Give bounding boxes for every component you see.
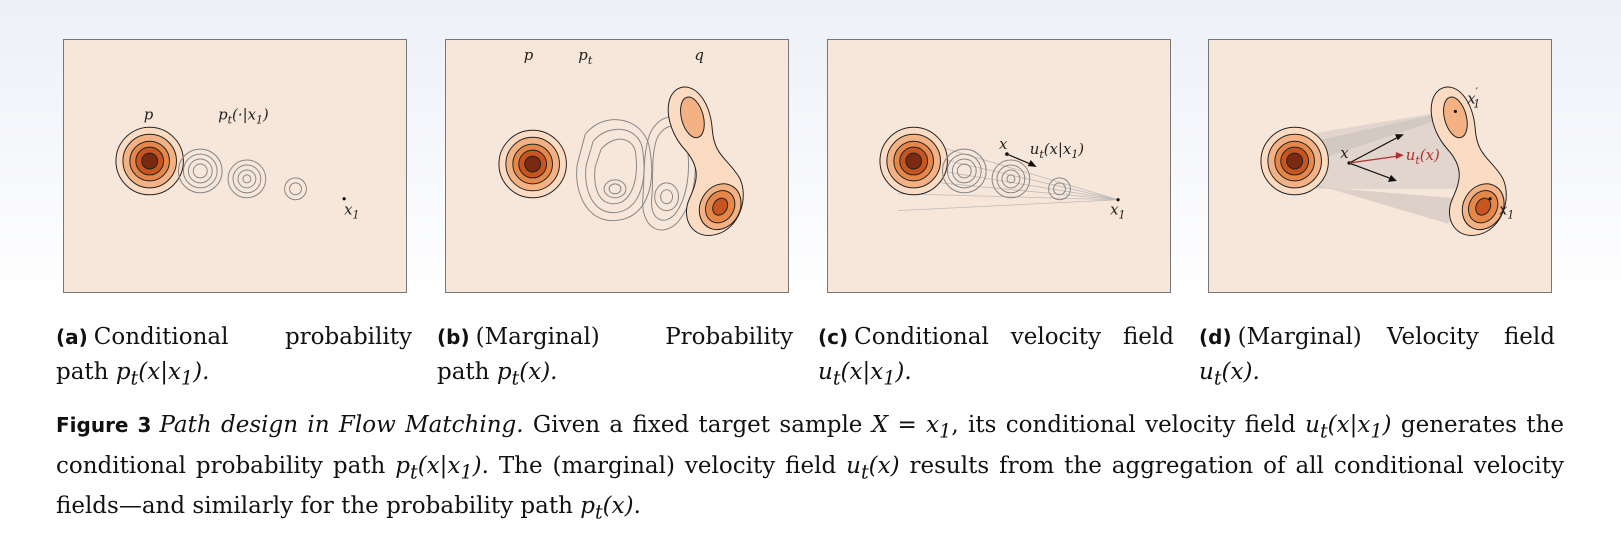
- label-x1: x1: [344, 201, 359, 222]
- target-density-q: [667, 86, 744, 236]
- panel-c-plot: x ut(x|x1) x1: [879, 126, 1125, 222]
- label-x1-prime: x′ 1: [1467, 86, 1480, 111]
- subcaption-b: (b) (Marginal) Probability path pt(x).: [437, 320, 793, 396]
- source-density-p: [498, 129, 567, 199]
- label-p: p: [144, 105, 154, 123]
- figure-title: Path design in Flow Matching.: [159, 412, 524, 438]
- velocity-arrow: [1006, 153, 1033, 166]
- panel-b-plot: p pt q: [498, 46, 744, 236]
- caption-body-5: results from the aggregation of all cond…: [56, 452, 1565, 520]
- intermediate-marginal-contours: [576, 116, 696, 231]
- label-x1: x1: [1499, 201, 1514, 222]
- conditional-arrow-lower: [1349, 162, 1393, 180]
- subcaption-math: pt(x|x1).: [115, 359, 210, 390]
- subcaption-tag: (b): [437, 325, 470, 349]
- target-point-x1: [1488, 197, 1492, 201]
- caption-math-1: X = x1: [871, 412, 952, 443]
- label-p: p: [524, 46, 534, 64]
- marginal-velocity-arrow: [1349, 155, 1398, 164]
- target-point-x1: [342, 197, 346, 201]
- label-x1: x1: [1110, 201, 1125, 222]
- target-point-x1-prime: [1453, 109, 1457, 114]
- subcaption-d: (d) (Marginal) Velocity field ut(x).: [1199, 320, 1555, 396]
- subcaption-tag: (c): [818, 325, 849, 349]
- intermediate-density-contours: [177, 148, 307, 201]
- source-density-p: [879, 126, 948, 196]
- caption-math-5: pt(x): [580, 493, 634, 524]
- caption-body-1: Given a fixed target sample: [532, 412, 872, 438]
- subcaption-math: ut(x|x1).: [818, 359, 912, 390]
- subcaption-tag: (d): [1199, 325, 1232, 349]
- figure-caption: Figure 3 Path design in Flow Matching. Gi…: [56, 408, 1564, 530]
- flow-cone-lower: [1278, 178, 1488, 224]
- arrowhead-upper: [1394, 134, 1404, 141]
- intermediate-density-contours: [941, 148, 1071, 201]
- panel-a-plot: p pt(·|x1) x1: [115, 105, 359, 222]
- source-density-p: [1260, 126, 1329, 196]
- label-x: x: [999, 135, 1008, 153]
- subcaption-a: (a) Conditional probability path pt(x|x1)…: [56, 320, 412, 396]
- caption-math-4: ut(x): [846, 452, 900, 484]
- panel-c-conditional-velocity-field: x ut(x|x1) x1: [827, 39, 1171, 293]
- arrowhead-lower: [1387, 174, 1397, 182]
- panel-a-conditional-probability-path: p pt(·|x1) x1: [63, 39, 407, 293]
- label-ut-conditional: ut(x|x1): [1030, 140, 1085, 161]
- subcaption-math: pt(x).: [496, 359, 558, 390]
- subcaption-text: Conditional velocity field: [854, 324, 1174, 350]
- panel-b-marginal-probability-path: p pt q: [445, 39, 789, 293]
- caption-body-2: , its conditional velocity field: [951, 412, 1306, 438]
- target-point-x1: [1116, 198, 1120, 202]
- caption-math-2: ut(x|x1): [1305, 412, 1392, 443]
- subcaption-math: ut(x).: [1199, 359, 1260, 390]
- figure-label: Figure 3: [56, 413, 152, 437]
- subcaption-tag: (a): [56, 325, 88, 349]
- caption-body-4: . The (marginal) velocity field: [481, 452, 847, 479]
- label-ut-marginal: ut(x): [1406, 146, 1440, 167]
- subcaption-c: (c) Conditional velocity field ut(x|x1).: [818, 320, 1174, 396]
- subcaption-text: (Marginal) Probability path: [437, 324, 793, 385]
- conditional-arrow-upper: [1348, 136, 1399, 164]
- panel-d-marginal-velocity-field: x ut(x) x′ 1 x1: [1208, 39, 1552, 293]
- label-q: q: [694, 46, 704, 64]
- velocity-arrowhead: [1027, 160, 1037, 167]
- subcaption-text: (Marginal) Velocity field: [1237, 324, 1555, 350]
- marginal-arrowhead: [1395, 152, 1404, 160]
- source-density-p: [115, 126, 184, 196]
- panel-d-plot: x ut(x) x′ 1 x1: [1260, 86, 1514, 236]
- label-x: x: [1340, 144, 1349, 162]
- label-pt: pt(·|x1): [218, 105, 269, 126]
- caption-body-3: generates the conditional probability pa…: [56, 412, 1565, 479]
- caption-body-6: .: [633, 493, 641, 520]
- label-pt: pt: [578, 46, 593, 67]
- subcaption-text: Conditional probability path: [56, 324, 412, 385]
- caption-math-3: pt(x|x1): [395, 452, 482, 484]
